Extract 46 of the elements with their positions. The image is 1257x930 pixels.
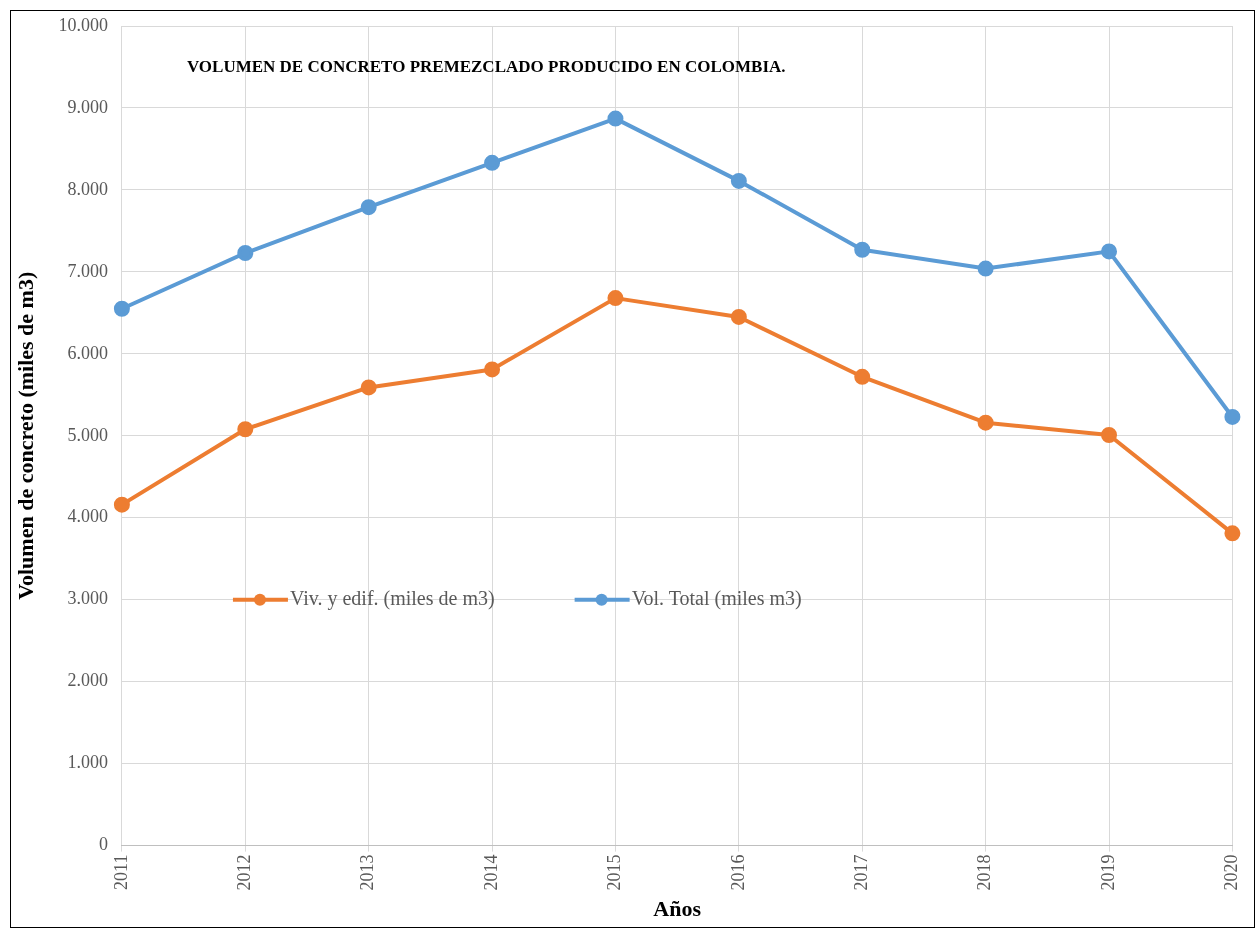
point bbox=[113, 496, 130, 513]
point bbox=[730, 308, 747, 325]
y-axis-title: Volumen de concreto (miles de m3) bbox=[12, 271, 38, 600]
y-tick-label: 0 bbox=[98, 834, 108, 855]
text: VOLUMEN DE CONCRETO PREMEZCLADO PRODUCIDO EN COLOMBIA. bbox=[186, 57, 786, 77]
point bbox=[854, 241, 871, 258]
point bbox=[977, 414, 994, 431]
y-tick-label: 5.000 bbox=[67, 424, 108, 445]
y-tick-label: 7.000 bbox=[67, 260, 108, 281]
point bbox=[113, 300, 130, 317]
point bbox=[237, 245, 254, 262]
x-tick-label: 2011 bbox=[110, 854, 131, 890]
point bbox=[484, 361, 501, 378]
point bbox=[1101, 426, 1118, 443]
y-tick-label: 10.000 bbox=[58, 14, 108, 35]
x-tick-label: 2016 bbox=[727, 854, 748, 891]
x-tick-label: 2019 bbox=[1097, 854, 1118, 891]
x-tick-label: 2013 bbox=[357, 854, 378, 891]
point bbox=[730, 172, 747, 189]
point bbox=[1224, 408, 1241, 425]
x-tick-label: 2015 bbox=[604, 854, 625, 891]
x-tick-label: 2018 bbox=[974, 854, 995, 891]
x-tick-label: 2012 bbox=[234, 854, 255, 891]
point bbox=[237, 421, 254, 438]
point bbox=[977, 260, 994, 277]
y-tick-label: 1.000 bbox=[67, 752, 108, 773]
point bbox=[607, 110, 624, 127]
y-tick-label: 4.000 bbox=[67, 506, 108, 527]
x-axis-title: Años bbox=[653, 896, 702, 922]
point bbox=[484, 154, 501, 171]
x-tick-label: 2014 bbox=[480, 854, 501, 891]
point bbox=[607, 290, 624, 307]
point bbox=[1101, 243, 1118, 260]
y-tick-label: 2.000 bbox=[67, 670, 108, 691]
legend-label: Viv. y edif. (miles de m3) bbox=[289, 586, 495, 610]
x-tick-label: 2017 bbox=[850, 854, 871, 891]
point bbox=[360, 199, 377, 216]
y-tick-label: 6.000 bbox=[67, 342, 108, 363]
point bbox=[360, 379, 377, 396]
y-tick-label: 8.000 bbox=[67, 178, 108, 199]
point bbox=[1224, 525, 1241, 542]
x-tick-label: 2020 bbox=[1221, 854, 1242, 891]
legend-label: Vol. Total (miles m3) bbox=[631, 586, 802, 610]
y-tick-label: 9.000 bbox=[67, 96, 108, 117]
point bbox=[854, 368, 871, 385]
y-tick-label: 3.000 bbox=[67, 588, 108, 609]
